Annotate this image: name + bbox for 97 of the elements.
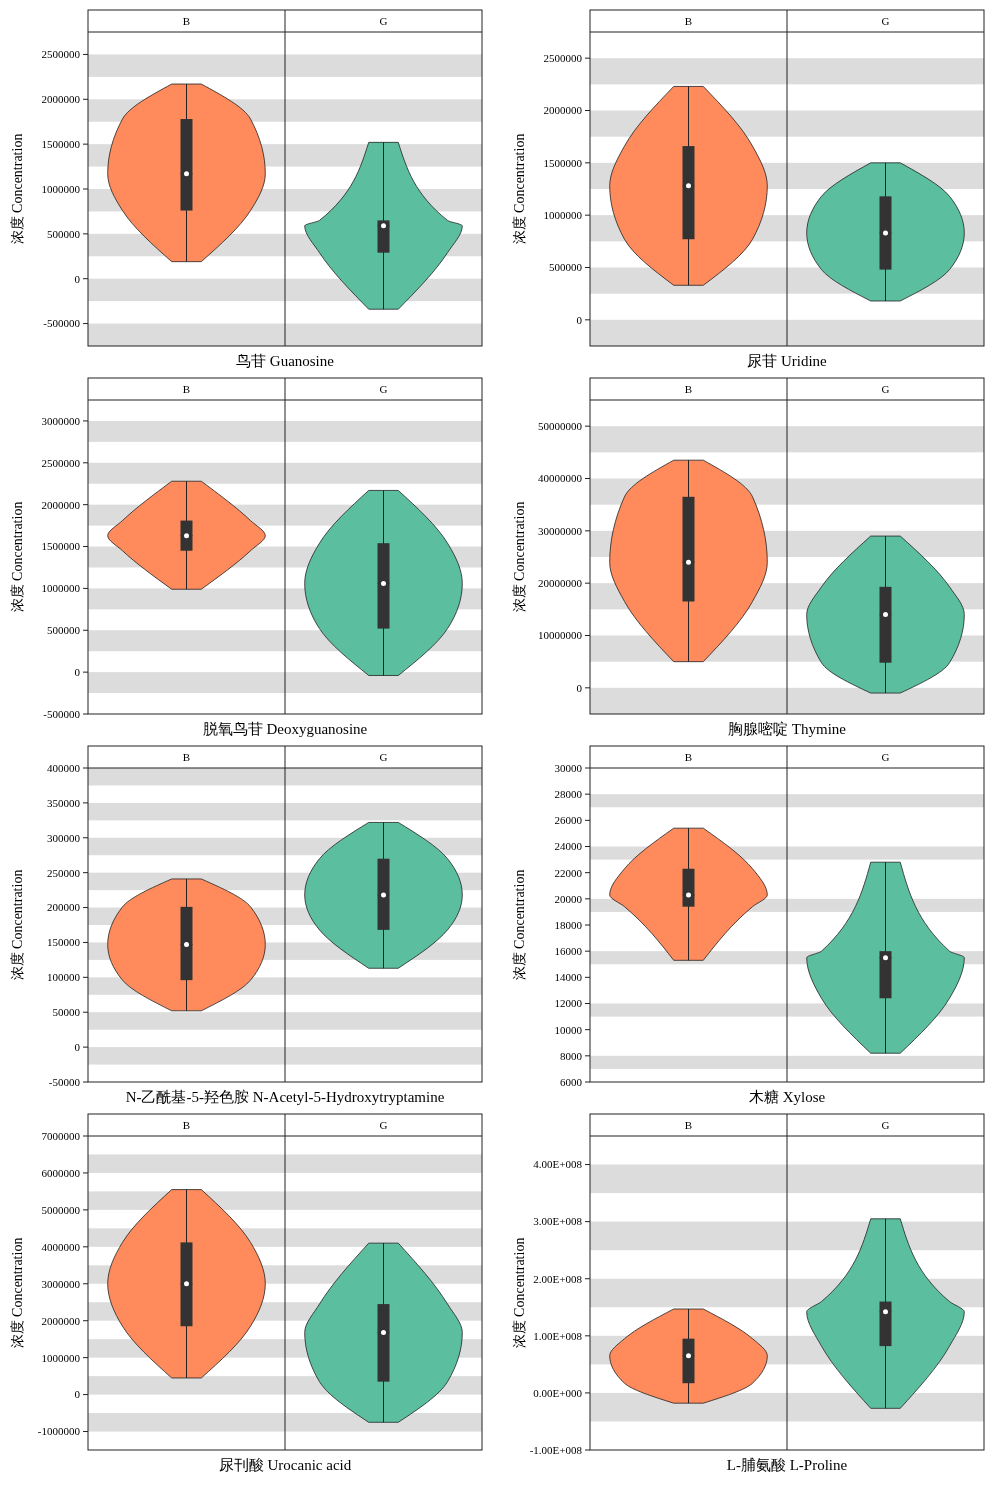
y-axis-title: 浓度 Concentration [10,501,25,613]
y-tick-label: 0 [576,681,583,694]
y-tick-label: 500000 [549,261,583,274]
y-tick-label: 1500000 [543,156,583,169]
y-axis-title: 浓度 Concentration [512,1237,527,1349]
x-axis-title: L-脯氨酸 L-Proline [726,1457,848,1473]
y-tick-label: 400000 [47,761,81,774]
x-axis-title: 脱氧鸟苷 Deoxyguanosine [202,721,368,737]
y-tick-label: 3.00E+008 [533,1215,583,1228]
y-tick-label: 2500000 [41,48,81,61]
y-tick-label: -1.00E+008 [529,1443,583,1456]
y-tick-label: 2500000 [41,456,81,469]
x-tick-label: B [684,1119,693,1131]
x-tick-label: G [881,15,890,27]
y-tick-label: -1000000 [37,1425,81,1438]
x-tick-label: B [182,751,191,763]
x-axis-title: 木糖 Xylose [748,1089,826,1105]
y-tick-label: 0 [74,1388,81,1401]
x-tick-label: G [881,1119,890,1131]
x-axis-title: 胸腺嘧啶 Thymine [728,721,847,737]
y-axis-title: 浓度 Concentration [512,869,527,981]
y-tick-label: 8000 [560,1049,583,1062]
x-tick-label: G [379,1119,388,1131]
y-tick-label: 0 [74,272,81,285]
y-tick-label: 5000000 [41,1203,81,1216]
y-tick-label: 6000000 [41,1166,81,1179]
y-tick-label: 10000000 [538,629,583,642]
x-tick-label: G [379,15,388,27]
y-tick-label: 14000 [554,971,583,984]
y-tick-label: 16000 [554,945,583,958]
x-tick-label: B [182,383,191,395]
y-axis-title: 浓度 Concentration [10,133,25,245]
y-tick-label: 1000000 [41,1351,81,1364]
y-tick-label: 10000 [554,1023,583,1036]
y-tick-label: 2000000 [543,104,583,117]
x-tick-label: G [379,383,388,395]
y-tick-label: 1000000 [41,182,81,195]
y-axis-title: 浓度 Concentration [512,133,527,245]
y-tick-label: 1000000 [543,209,583,222]
y-tick-label: 20000 [554,892,583,905]
y-tick-label: 2000000 [41,498,81,511]
y-tick-label: 4.00E+008 [533,1158,583,1171]
y-tick-label: -500000 [43,707,81,720]
y-tick-label: 2000000 [41,1314,81,1327]
x-tick-label: B [182,15,191,27]
y-tick-label: -50000 [48,1075,81,1088]
y-tick-label: 0 [74,665,81,678]
x-tick-label: B [684,383,693,395]
y-tick-label: 18000 [554,918,583,931]
y-tick-label: 28000 [554,788,583,801]
y-tick-label: 150000 [47,936,81,949]
x-axis-title: 尿苷 Uridine [747,353,828,369]
y-axis-title: 浓度 Concentration [512,501,527,613]
y-tick-label: 250000 [47,866,81,879]
y-tick-label: 20000000 [538,577,583,590]
y-tick-label: 6000 [560,1075,583,1088]
y-tick-label: 3000000 [41,414,81,427]
y-tick-label: 500000 [47,624,81,637]
y-tick-label: 1500000 [41,540,81,553]
x-tick-label: G [379,751,388,763]
y-tick-label: 2500000 [543,52,583,65]
x-tick-label: G [881,751,890,763]
y-tick-label: 500000 [47,227,81,240]
y-tick-label: 40000000 [538,472,583,485]
y-tick-label: 350000 [47,796,81,809]
x-tick-label: G [881,383,890,395]
x-axis-title: N-乙酰基-5-羟色胺 N-Acetyl-5-Hydroxytryptamine [125,1089,445,1105]
y-axis-title: 浓度 Concentration [10,869,25,981]
y-tick-label: 7000000 [41,1129,81,1142]
y-tick-label: 1.00E+008 [533,1329,583,1342]
y-tick-label: 26000 [554,814,583,827]
y-tick-label: -500000 [43,317,81,330]
x-tick-label: B [684,15,693,27]
y-tick-label: 1000000 [41,582,81,595]
y-tick-label: 200000 [47,901,81,914]
y-tick-label: 300000 [47,831,81,844]
x-axis-title: 尿刊酸 Urocanic acid [218,1457,352,1473]
y-tick-label: 30000 [554,761,583,774]
x-tick-label: B [684,751,693,763]
y-tick-label: 12000 [554,997,583,1010]
y-tick-label: 2.00E+008 [533,1272,583,1285]
x-axis-title: 鸟苷 Guanosine [236,353,335,369]
y-tick-label: 2000000 [41,93,81,106]
y-tick-label: 3000000 [41,1277,81,1290]
y-tick-label: 30000000 [538,524,583,537]
y-tick-label: 100000 [47,971,81,984]
x-tick-label: B [182,1119,191,1131]
y-tick-label: 4000000 [41,1240,81,1253]
y-tick-label: 50000000 [538,420,583,433]
y-tick-label: 50000 [52,1006,81,1019]
y-tick-label: 1500000 [41,137,81,150]
y-tick-label: 0.00E+000 [533,1386,583,1399]
y-axis-title: 浓度 Concentration [10,1237,25,1349]
y-tick-label: 24000 [554,840,583,853]
y-tick-label: 0 [74,1040,81,1053]
y-tick-label: 22000 [554,866,583,879]
y-tick-label: 0 [576,313,583,326]
